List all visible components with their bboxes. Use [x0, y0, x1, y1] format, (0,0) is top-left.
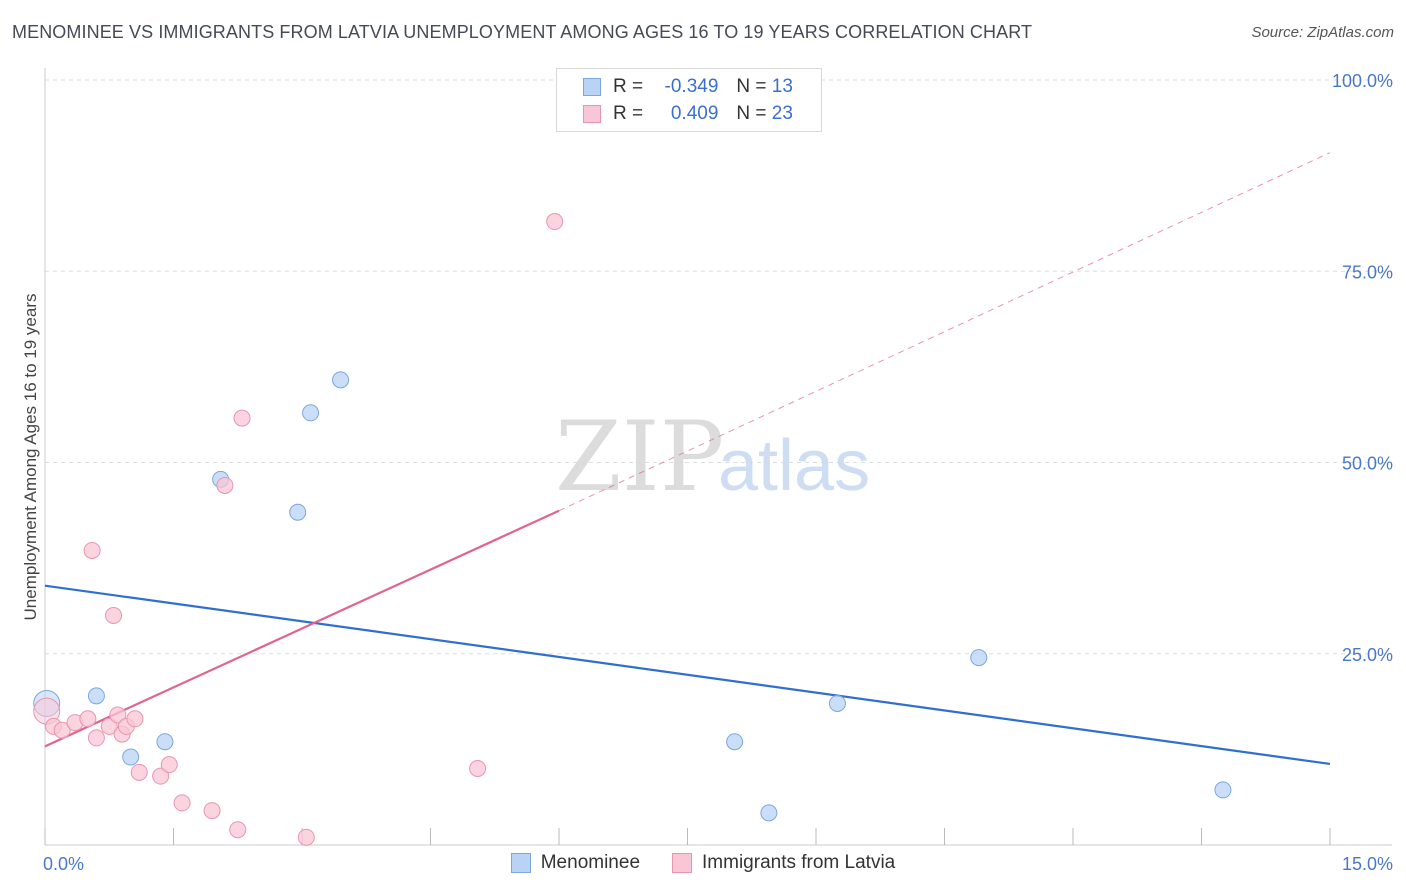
latvia-n-value: 23: [771, 103, 793, 124]
latvia-legend-swatch: [672, 853, 693, 873]
menominee-swatch: [583, 78, 601, 96]
menominee-point: [726, 733, 744, 751]
latvia-point: [130, 763, 148, 781]
x-tick-label-min: 0.0%: [43, 854, 84, 874]
menominee-point: [122, 748, 140, 766]
menominee-legend-label: Menominee: [540, 852, 641, 873]
latvia-point: [469, 760, 487, 777]
latvia-point: [203, 802, 221, 820]
menominee-legend-swatch: [510, 853, 531, 873]
menominee-point: [332, 371, 350, 389]
y-tick-label: 25.0%: [1342, 645, 1393, 665]
latvia-point: [173, 794, 191, 812]
menominee-point: [1214, 781, 1232, 799]
latvia-point: [229, 821, 247, 839]
menominee-point: [289, 503, 307, 521]
menominee-point: [760, 804, 778, 822]
y-tick-label: 75.0%: [1342, 262, 1393, 282]
latvia-point: [160, 756, 178, 774]
latvia-point: [233, 409, 251, 427]
menominee-n-value: 13: [771, 76, 793, 97]
y-tick-label: 50.0%: [1342, 454, 1393, 474]
watermark: ZIP atlas: [555, 401, 870, 513]
latvia-point: [216, 476, 234, 494]
data-points: [33, 213, 1232, 846]
menominee-r-label: R =: [613, 76, 644, 97]
chart-title: MENOMINEE VS IMMIGRANTS FROM LATVIA UNEM…: [12, 22, 1033, 42]
legend-row-menominee: R = -0.349 N = 13: [583, 75, 793, 99]
y-axis-label: Unemployment Among Ages 16 to 19 years: [21, 294, 40, 621]
latvia-point: [53, 721, 71, 739]
latvia-legend-label: Immigrants from Latvia: [702, 852, 896, 873]
menominee-point: [87, 687, 105, 705]
x-tick-label-max: 15.0%: [1342, 854, 1393, 874]
menominee-point: [828, 694, 846, 712]
tick-labels: 25.0% 50.0% 75.0% 100.0% 0.0% 15.0%: [43, 71, 1393, 874]
menominee-point: [302, 404, 320, 422]
latvia-trend-line: [44, 509, 560, 748]
latvia-n-label: N =: [736, 103, 767, 124]
latvia-point: [297, 828, 315, 846]
series-legend: Menominee Immigrants from Latvia: [0, 852, 1406, 874]
menominee-point: [970, 649, 988, 667]
latvia-r-value: 0.409: [670, 103, 719, 124]
latvia-r-label: R =: [613, 103, 644, 124]
y-tick-label: 100.0%: [1332, 71, 1393, 91]
latvia-swatch: [583, 105, 601, 123]
latvia-point: [100, 717, 118, 735]
latvia-trend-extension: [558, 152, 1331, 512]
menominee-point: [156, 733, 174, 751]
menominee-n-label: N =: [736, 76, 767, 97]
menominee-trend-line: [44, 584, 1331, 765]
grid-lines: [45, 79, 1392, 655]
watermark-zip: ZIP: [555, 401, 724, 513]
latvia-point: [79, 710, 97, 728]
trend-lines: [44, 152, 1331, 765]
latvia-point: [105, 607, 123, 624]
legend-row-latvia: R = 0.409 N = 23: [583, 102, 793, 126]
latvia-point: [87, 729, 105, 747]
menominee-r-value: -0.349: [664, 76, 719, 97]
latvia-point: [546, 213, 564, 231]
latvia-point: [109, 706, 127, 724]
watermark-atlas: atlas: [718, 426, 870, 506]
legend-item-menominee: Menominee: [510, 852, 641, 874]
correlation-legend: R = -0.349 N = 13 R = 0.409 N = 23: [556, 68, 822, 132]
latvia-point: [126, 710, 144, 728]
latvia-point: [152, 767, 170, 785]
legend-item-latvia: Immigrants from Latvia: [672, 852, 895, 874]
source-label: Source: ZipAtlas.com: [1251, 24, 1394, 41]
latvia-point: [83, 541, 101, 559]
